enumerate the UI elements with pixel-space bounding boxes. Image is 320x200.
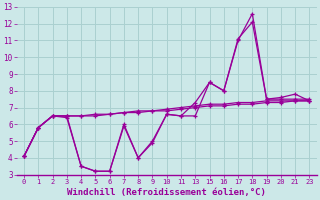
X-axis label: Windchill (Refroidissement éolien,°C): Windchill (Refroidissement éolien,°C) bbox=[67, 188, 266, 197]
